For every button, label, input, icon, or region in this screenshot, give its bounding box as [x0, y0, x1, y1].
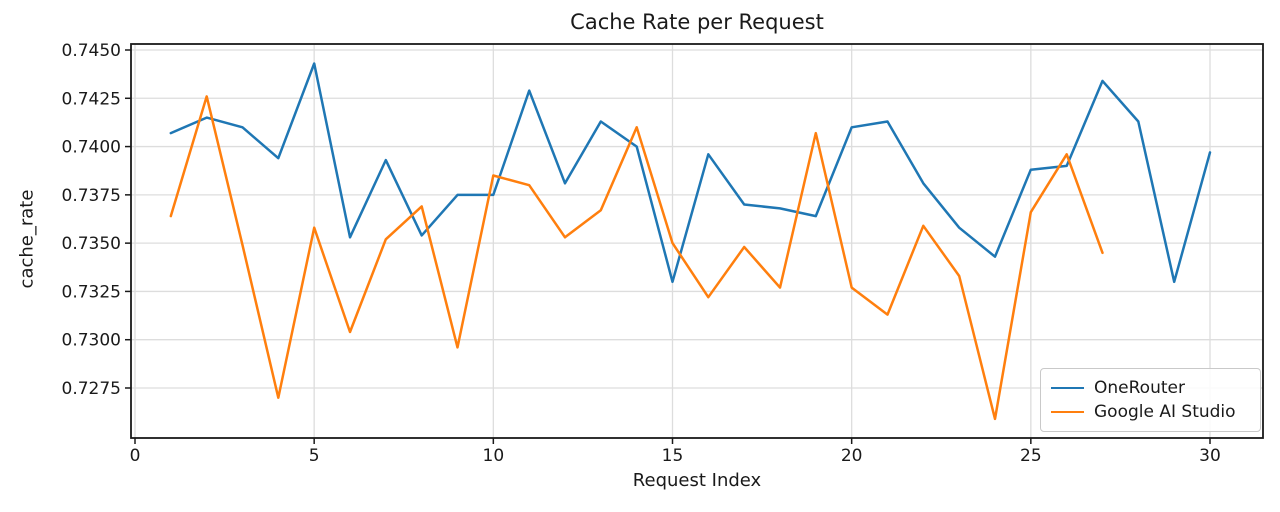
series-line-onerouter — [169, 62, 1212, 284]
x-tick-label: 0 — [130, 446, 141, 466]
y-tick-label: 0.7275 — [62, 379, 121, 399]
series-line-google-ai-studio — [169, 95, 1104, 421]
axes-frame — [130, 43, 1264, 439]
x-axis-label: Request Index — [632, 470, 762, 491]
legend-item: OneRouter — [1051, 378, 1250, 398]
y-tick-label: 0.7300 — [62, 331, 121, 351]
x-tick-label: 15 — [662, 446, 684, 466]
y-axis-label: cache_rate — [16, 189, 38, 289]
legend: OneRouter Google AI Studio — [1040, 368, 1261, 432]
legend-line-sample-1 — [1051, 411, 1084, 414]
legend-item: Google AI Studio — [1051, 402, 1250, 422]
y-tick-label: 0.7450 — [62, 41, 121, 61]
legend-line-sample-0 — [1051, 386, 1084, 389]
legend-label: OneRouter — [1094, 377, 1185, 398]
x-tick-label: 5 — [309, 446, 320, 466]
x-tick-label: 20 — [841, 446, 863, 466]
tick-marks — [125, 49, 1211, 444]
y-tick-label: 0.7375 — [62, 186, 121, 206]
tick-labels: 0.7275 0.7300 0.7325 0.7350 0.7375 0.7400 0.74… — [62, 41, 1221, 466]
y-tick-label: 0.7400 — [62, 138, 121, 158]
y-tick-label: 0.7325 — [62, 282, 121, 302]
y-tick-label: 0.7425 — [62, 89, 121, 109]
x-tick-label: 25 — [1020, 446, 1042, 466]
chart-title: Cache Rate per Request — [570, 10, 824, 34]
y-tick-label: 0.7350 — [62, 234, 121, 254]
x-tick-label: 30 — [1199, 446, 1221, 466]
legend-label: Google AI Studio — [1094, 402, 1236, 423]
x-tick-label: 10 — [483, 446, 505, 466]
